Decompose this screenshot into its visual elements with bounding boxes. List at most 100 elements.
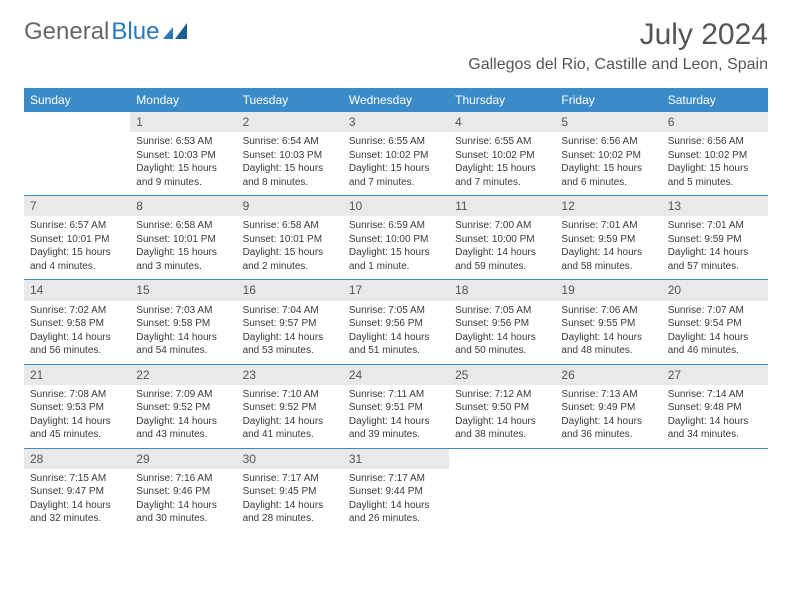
daylight-line: Daylight: 14 hours and 50 minutes.: [455, 331, 549, 358]
day-body: Sunrise: 6:56 AMSunset: 10:02 PMDaylight…: [555, 132, 661, 195]
dow-cell: Tuesday: [237, 88, 343, 112]
sunset-line: Sunset: 9:56 PM: [349, 317, 443, 331]
header: GeneralBlue July 2024 Gallegos del Rio, …: [0, 0, 792, 82]
sunrise-line: Sunrise: 6:58 AM: [243, 219, 337, 233]
daylight-line: Daylight: 14 hours and 58 minutes.: [561, 246, 655, 273]
sunset-line: Sunset: 9:59 PM: [561, 233, 655, 247]
day-number: 5: [555, 112, 661, 132]
day-cell: 4Sunrise: 6:55 AMSunset: 10:02 PMDayligh…: [449, 112, 555, 195]
daylight-line: Daylight: 14 hours and 26 minutes.: [349, 499, 443, 526]
sunrise-line: Sunrise: 7:17 AM: [243, 472, 337, 486]
sunset-line: Sunset: 9:47 PM: [30, 485, 124, 499]
sunset-line: Sunset: 9:58 PM: [136, 317, 230, 331]
day-cell: 19Sunrise: 7:06 AMSunset: 9:55 PMDayligh…: [555, 280, 661, 363]
day-body: Sunrise: 7:17 AMSunset: 9:44 PMDaylight:…: [343, 469, 449, 532]
day-body: Sunrise: 7:08 AMSunset: 9:53 PMDaylight:…: [24, 385, 130, 448]
day-cell: 23Sunrise: 7:10 AMSunset: 9:52 PMDayligh…: [237, 365, 343, 448]
sunrise-line: Sunrise: 7:17 AM: [349, 472, 443, 486]
sunrise-line: Sunrise: 7:07 AM: [668, 304, 762, 318]
sunrise-line: Sunrise: 6:55 AM: [455, 135, 549, 149]
day-number: 15: [130, 280, 236, 300]
sunrise-line: Sunrise: 6:54 AM: [243, 135, 337, 149]
sunrise-line: Sunrise: 7:01 AM: [668, 219, 762, 233]
sunrise-line: Sunrise: 7:15 AM: [30, 472, 124, 486]
brand-logo: GeneralBlue: [24, 18, 189, 46]
week-row: 28Sunrise: 7:15 AMSunset: 9:47 PMDayligh…: [24, 448, 768, 532]
day-number: 6: [662, 112, 768, 132]
calendar: SundayMondayTuesdayWednesdayThursdayFrid…: [24, 88, 768, 532]
daylight-line: Daylight: 15 hours and 3 minutes.: [136, 246, 230, 273]
day-number: 8: [130, 196, 236, 216]
day-cell: .: [555, 449, 661, 532]
day-number: 4: [449, 112, 555, 132]
day-body: Sunrise: 6:57 AMSunset: 10:01 PMDaylight…: [24, 216, 130, 279]
daylight-line: Daylight: 14 hours and 54 minutes.: [136, 331, 230, 358]
sunset-line: Sunset: 9:52 PM: [243, 401, 337, 415]
sunset-line: Sunset: 9:48 PM: [668, 401, 762, 415]
day-cell: 6Sunrise: 6:56 AMSunset: 10:02 PMDayligh…: [662, 112, 768, 195]
day-number: 16: [237, 280, 343, 300]
day-body: Sunrise: 7:12 AMSunset: 9:50 PMDaylight:…: [449, 385, 555, 448]
week-row: 21Sunrise: 7:08 AMSunset: 9:53 PMDayligh…: [24, 364, 768, 448]
sunrise-line: Sunrise: 7:10 AM: [243, 388, 337, 402]
day-number: 29: [130, 449, 236, 469]
day-number: 27: [662, 365, 768, 385]
day-body: Sunrise: 6:56 AMSunset: 10:02 PMDaylight…: [662, 132, 768, 195]
day-body: Sunrise: 7:17 AMSunset: 9:45 PMDaylight:…: [237, 469, 343, 532]
day-number: 3: [343, 112, 449, 132]
day-cell: 5Sunrise: 6:56 AMSunset: 10:02 PMDayligh…: [555, 112, 661, 195]
brand-part1: General: [24, 18, 109, 46]
day-body: Sunrise: 6:59 AMSunset: 10:00 PMDaylight…: [343, 216, 449, 279]
day-cell: 30Sunrise: 7:17 AMSunset: 9:45 PMDayligh…: [237, 449, 343, 532]
daylight-line: Daylight: 15 hours and 7 minutes.: [349, 162, 443, 189]
sunrise-line: Sunrise: 6:55 AM: [349, 135, 443, 149]
sunset-line: Sunset: 10:03 PM: [243, 149, 337, 163]
day-cell: 25Sunrise: 7:12 AMSunset: 9:50 PMDayligh…: [449, 365, 555, 448]
dow-cell: Sunday: [24, 88, 130, 112]
sunset-line: Sunset: 10:00 PM: [349, 233, 443, 247]
day-cell: 26Sunrise: 7:13 AMSunset: 9:49 PMDayligh…: [555, 365, 661, 448]
day-number: 17: [343, 280, 449, 300]
day-number: 13: [662, 196, 768, 216]
day-body: Sunrise: 7:01 AMSunset: 9:59 PMDaylight:…: [662, 216, 768, 279]
day-cell: 14Sunrise: 7:02 AMSunset: 9:58 PMDayligh…: [24, 280, 130, 363]
sunset-line: Sunset: 9:45 PM: [243, 485, 337, 499]
day-body: Sunrise: 6:53 AMSunset: 10:03 PMDaylight…: [130, 132, 236, 195]
daylight-line: Daylight: 14 hours and 36 minutes.: [561, 415, 655, 442]
sunset-line: Sunset: 9:56 PM: [455, 317, 549, 331]
daylight-line: Daylight: 14 hours and 46 minutes.: [668, 331, 762, 358]
sunset-line: Sunset: 10:02 PM: [561, 149, 655, 163]
sunset-line: Sunset: 9:53 PM: [30, 401, 124, 415]
day-cell: 16Sunrise: 7:04 AMSunset: 9:57 PMDayligh…: [237, 280, 343, 363]
daylight-line: Daylight: 15 hours and 9 minutes.: [136, 162, 230, 189]
day-cell: 22Sunrise: 7:09 AMSunset: 9:52 PMDayligh…: [130, 365, 236, 448]
sunrise-line: Sunrise: 6:56 AM: [668, 135, 762, 149]
day-cell: 27Sunrise: 7:14 AMSunset: 9:48 PMDayligh…: [662, 365, 768, 448]
sunset-line: Sunset: 9:52 PM: [136, 401, 230, 415]
day-body: Sunrise: 7:04 AMSunset: 9:57 PMDaylight:…: [237, 301, 343, 364]
day-number: 11: [449, 196, 555, 216]
sunset-line: Sunset: 9:51 PM: [349, 401, 443, 415]
sunset-line: Sunset: 10:03 PM: [136, 149, 230, 163]
sunset-line: Sunset: 10:01 PM: [136, 233, 230, 247]
sunset-line: Sunset: 10:02 PM: [455, 149, 549, 163]
day-cell: 17Sunrise: 7:05 AMSunset: 9:56 PMDayligh…: [343, 280, 449, 363]
day-cell: 15Sunrise: 7:03 AMSunset: 9:58 PMDayligh…: [130, 280, 236, 363]
sunrise-line: Sunrise: 7:05 AM: [349, 304, 443, 318]
sunset-line: Sunset: 9:50 PM: [455, 401, 549, 415]
sunrise-line: Sunrise: 7:01 AM: [561, 219, 655, 233]
sunset-line: Sunset: 10:02 PM: [668, 149, 762, 163]
day-number: 18: [449, 280, 555, 300]
daylight-line: Daylight: 14 hours and 39 minutes.: [349, 415, 443, 442]
day-cell: 24Sunrise: 7:11 AMSunset: 9:51 PMDayligh…: [343, 365, 449, 448]
day-body: Sunrise: 6:54 AMSunset: 10:03 PMDaylight…: [237, 132, 343, 195]
daylight-line: Daylight: 14 hours and 48 minutes.: [561, 331, 655, 358]
day-body: Sunrise: 6:55 AMSunset: 10:02 PMDaylight…: [449, 132, 555, 195]
sunrise-line: Sunrise: 7:11 AM: [349, 388, 443, 402]
sunset-line: Sunset: 9:49 PM: [561, 401, 655, 415]
day-body: Sunrise: 7:09 AMSunset: 9:52 PMDaylight:…: [130, 385, 236, 448]
sunrise-line: Sunrise: 6:57 AM: [30, 219, 124, 233]
daylight-line: Daylight: 15 hours and 8 minutes.: [243, 162, 337, 189]
day-cell: .: [449, 449, 555, 532]
day-number: 20: [662, 280, 768, 300]
